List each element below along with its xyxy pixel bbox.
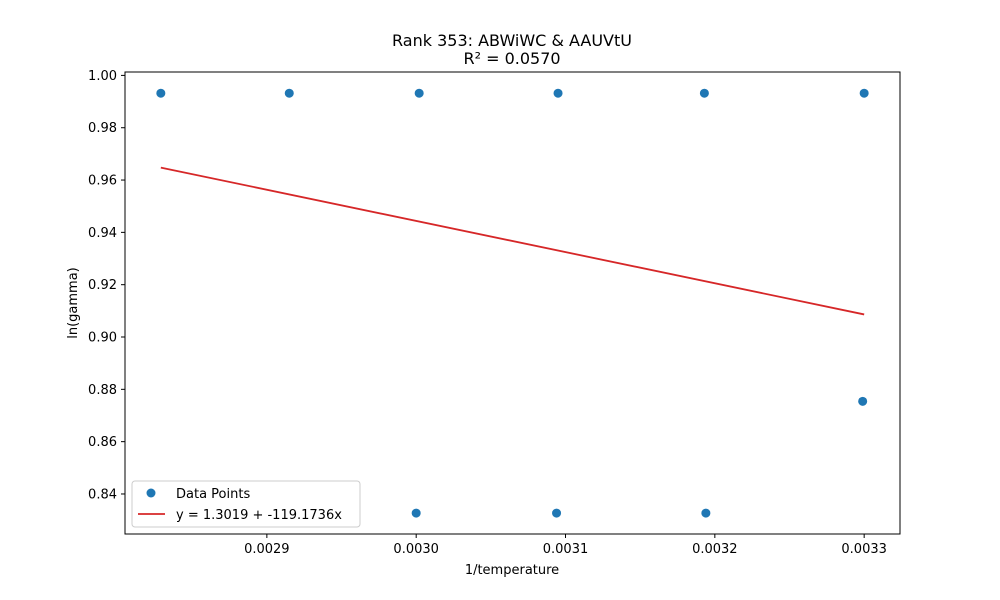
y-tick-label-3: 0.90 (88, 331, 117, 346)
legend-box (131, 480, 361, 528)
x-tick-label-1: 0.0030 (393, 542, 439, 557)
x-tick-label-0: 0.0029 (244, 542, 290, 557)
data-point-0 (156, 88, 166, 98)
data-point-4 (699, 88, 709, 98)
data-point-9 (858, 396, 868, 406)
plot-marks (156, 88, 869, 518)
y-tick-label-7: 0.98 (88, 121, 117, 136)
legend: Data Points y = 1.3019 + -119.1736x (131, 480, 361, 528)
y-tick-label-6: 0.96 (88, 174, 117, 189)
data-point-6 (411, 508, 421, 518)
data-point-3 (553, 88, 563, 98)
plot-frame (124, 71, 901, 535)
legend-marker-data-points (146, 488, 156, 498)
data-point-7 (552, 508, 562, 518)
y-tick-label-0: 0.84 (88, 487, 117, 502)
legend-label-fit: y = 1.3019 + -119.1736x (176, 508, 342, 523)
y-tick-label-5: 0.94 (88, 226, 117, 241)
y-tick-label-4: 0.92 (88, 278, 117, 293)
data-point-5 (859, 88, 869, 98)
y-axis-ticks: 0.84 0.86 0.88 0.90 0.92 0.94 0.96 0.98 1.00 (88, 69, 125, 502)
x-tick-label-2: 0.0031 (543, 542, 589, 557)
data-point-1 (284, 88, 294, 98)
y-tick-label-2: 0.88 (88, 383, 117, 398)
y-axis-label: ln(gamma) (66, 267, 81, 339)
x-tick-label-3: 0.0032 (692, 542, 738, 557)
legend-label-data-points: Data Points (176, 487, 250, 502)
data-point-2 (414, 88, 424, 98)
x-tick-label-4: 0.0033 (841, 542, 887, 557)
y-tick-label-8: 1.00 (88, 69, 117, 84)
regression-line (160, 166, 865, 316)
x-axis-ticks: 0.0029 0.0030 0.0031 0.0032 0.0033 (244, 534, 887, 557)
chart-subtitle: R² = 0.0570 (463, 49, 560, 68)
y-tick-label-1: 0.86 (88, 435, 117, 450)
data-point-8 (701, 508, 711, 518)
chart-title: Rank 353: ABWiWC & AAUVtU (392, 31, 632, 50)
x-axis-label: 1/temperature (465, 563, 559, 578)
